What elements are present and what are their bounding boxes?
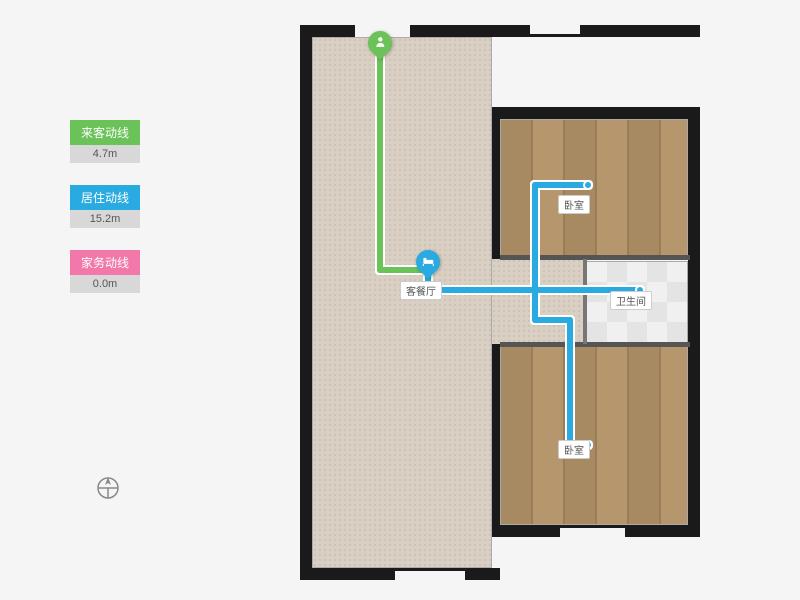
legend-label: 居住动线	[70, 185, 140, 210]
wall	[300, 525, 312, 580]
wall	[688, 107, 700, 537]
legend: 来客动线 4.7m 居住动线 15.2m 家务动线 0.0m	[70, 120, 140, 315]
label-living: 客餐厅	[400, 281, 442, 300]
label-bedroom1: 卧室	[558, 195, 590, 214]
legend-label: 来客动线	[70, 120, 140, 145]
bed-icon	[422, 255, 434, 270]
window-opening	[530, 25, 580, 34]
wall	[500, 255, 690, 260]
legend-value: 0.0m	[70, 275, 140, 293]
legend-item-housework: 家务动线 0.0m	[70, 250, 140, 293]
label-bathroom: 卫生间	[610, 291, 652, 310]
marker-visitor	[368, 31, 392, 63]
wall	[583, 259, 587, 344]
person-icon	[374, 36, 386, 51]
room-bedroom1	[500, 119, 688, 259]
legend-item-visitor: 来客动线 4.7m	[70, 120, 140, 163]
wall	[300, 25, 312, 580]
compass-icon	[95, 475, 121, 501]
legend-value: 4.7m	[70, 145, 140, 163]
room-living	[312, 37, 492, 568]
marker-resident	[416, 250, 440, 282]
room-bedroom2	[500, 345, 688, 525]
legend-value: 15.2m	[70, 210, 140, 228]
wall	[488, 107, 700, 119]
window-opening	[395, 571, 465, 580]
legend-label: 家务动线	[70, 250, 140, 275]
label-bedroom2: 卧室	[558, 440, 590, 459]
window-opening	[560, 528, 625, 537]
legend-item-resident: 居住动线 15.2m	[70, 185, 140, 228]
floorplan: 客餐厅 卧室 卫生间 卧室	[300, 25, 700, 580]
wall	[500, 342, 690, 347]
